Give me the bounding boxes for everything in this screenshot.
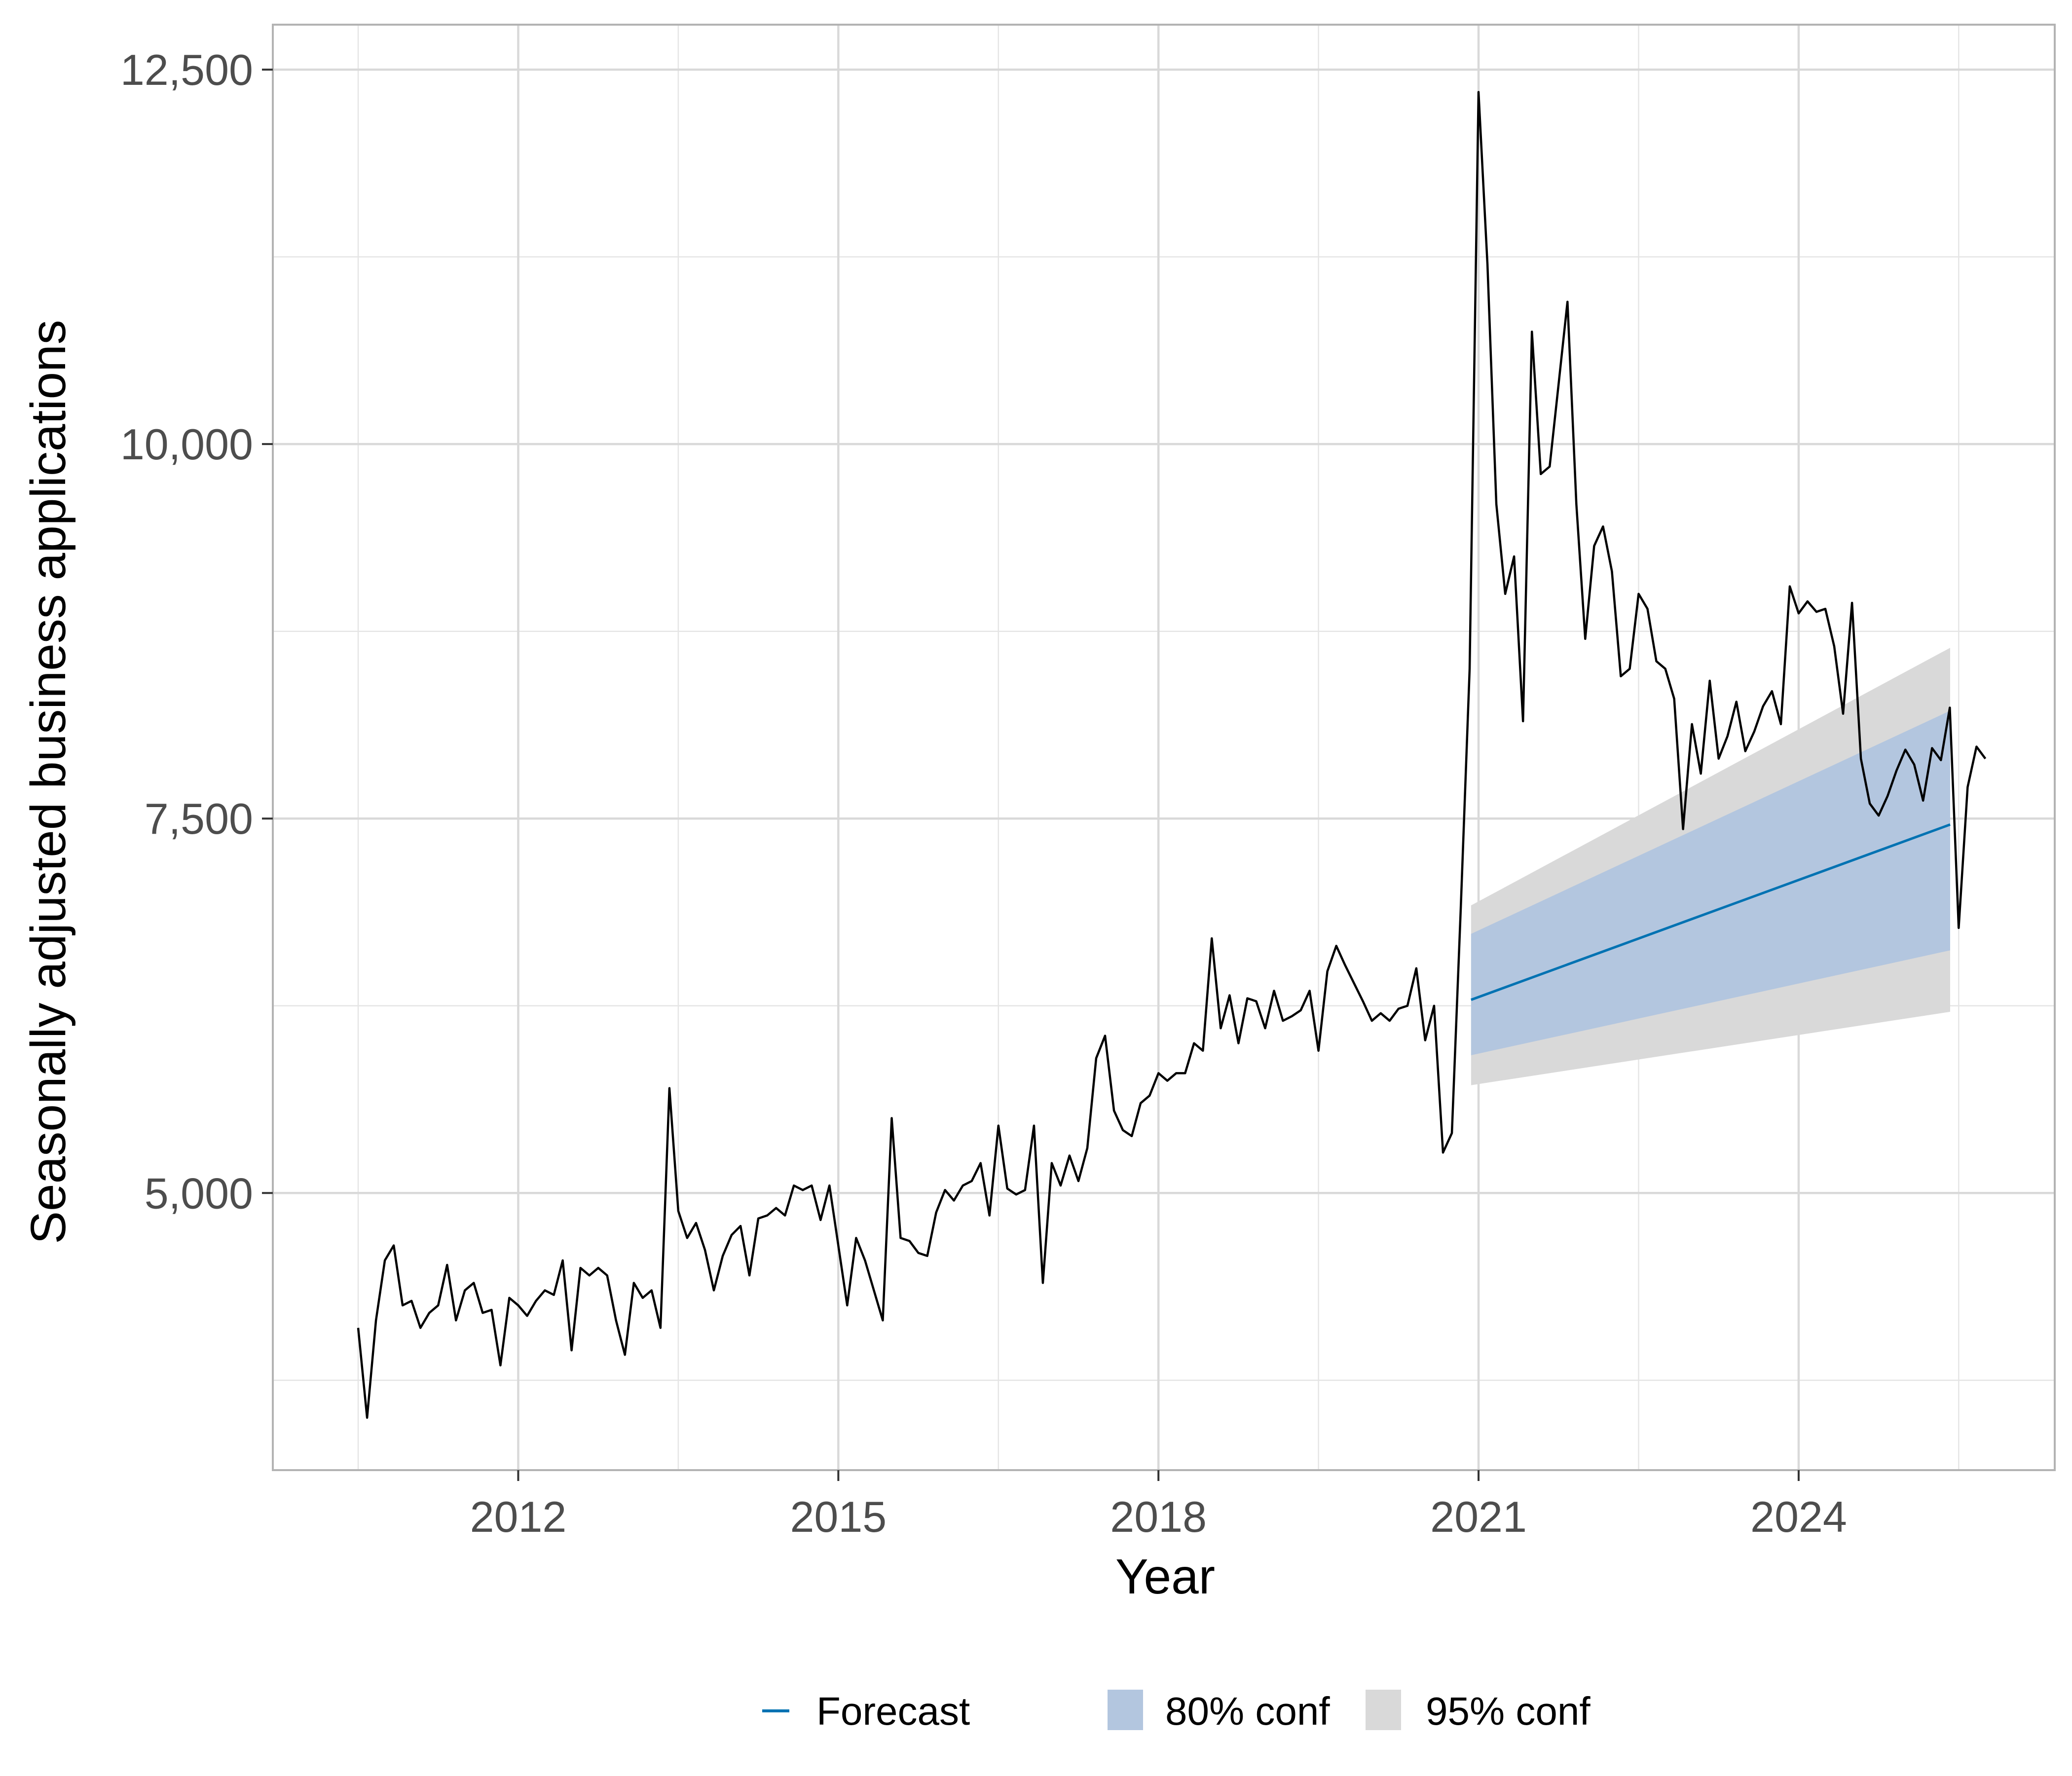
- y-tick-label: 5,000: [145, 1169, 253, 1218]
- forecast-line: [1471, 823, 1951, 1001]
- legend-forecast-label: Forecast: [816, 1689, 970, 1733]
- y-tick-label: 12,500: [120, 45, 253, 94]
- x-axis-ticks: 2012 2015 2018 2021 2024: [470, 1470, 1847, 1541]
- y-tick-label: 7,500: [145, 794, 253, 843]
- legend-conf80-label: 80% conf: [1165, 1689, 1330, 1733]
- x-tick-label: 2024: [1750, 1492, 1847, 1541]
- y-axis-title: Seasonally adjusted business application…: [21, 320, 76, 1244]
- legend-conf80-swatch: [1108, 1690, 1143, 1730]
- x-tick-label: 2018: [1110, 1492, 1207, 1541]
- series-lines: [357, 91, 1987, 1419]
- panel-border: [272, 24, 2056, 1471]
- grid-lines: [273, 25, 2055, 1470]
- confidence-bands: [1471, 648, 1950, 1085]
- x-tick-label: 2021: [1430, 1492, 1527, 1541]
- legend-conf95-swatch: [1366, 1690, 1401, 1730]
- y-axis-ticks: 5,000 7,500 10,000 12,500: [120, 45, 273, 1218]
- legend-conf95-label: 95% conf: [1426, 1689, 1591, 1733]
- history-line: [357, 91, 1987, 1419]
- band-80-conf: [1471, 710, 1950, 1055]
- x-tick-label: 2015: [790, 1492, 887, 1541]
- x-tick-label: 2012: [470, 1492, 567, 1541]
- y-tick-label: 10,000: [120, 420, 253, 469]
- legend: Forecast 80% conf 95% conf: [762, 1689, 1591, 1733]
- x-axis-title: Year: [1115, 1549, 1215, 1604]
